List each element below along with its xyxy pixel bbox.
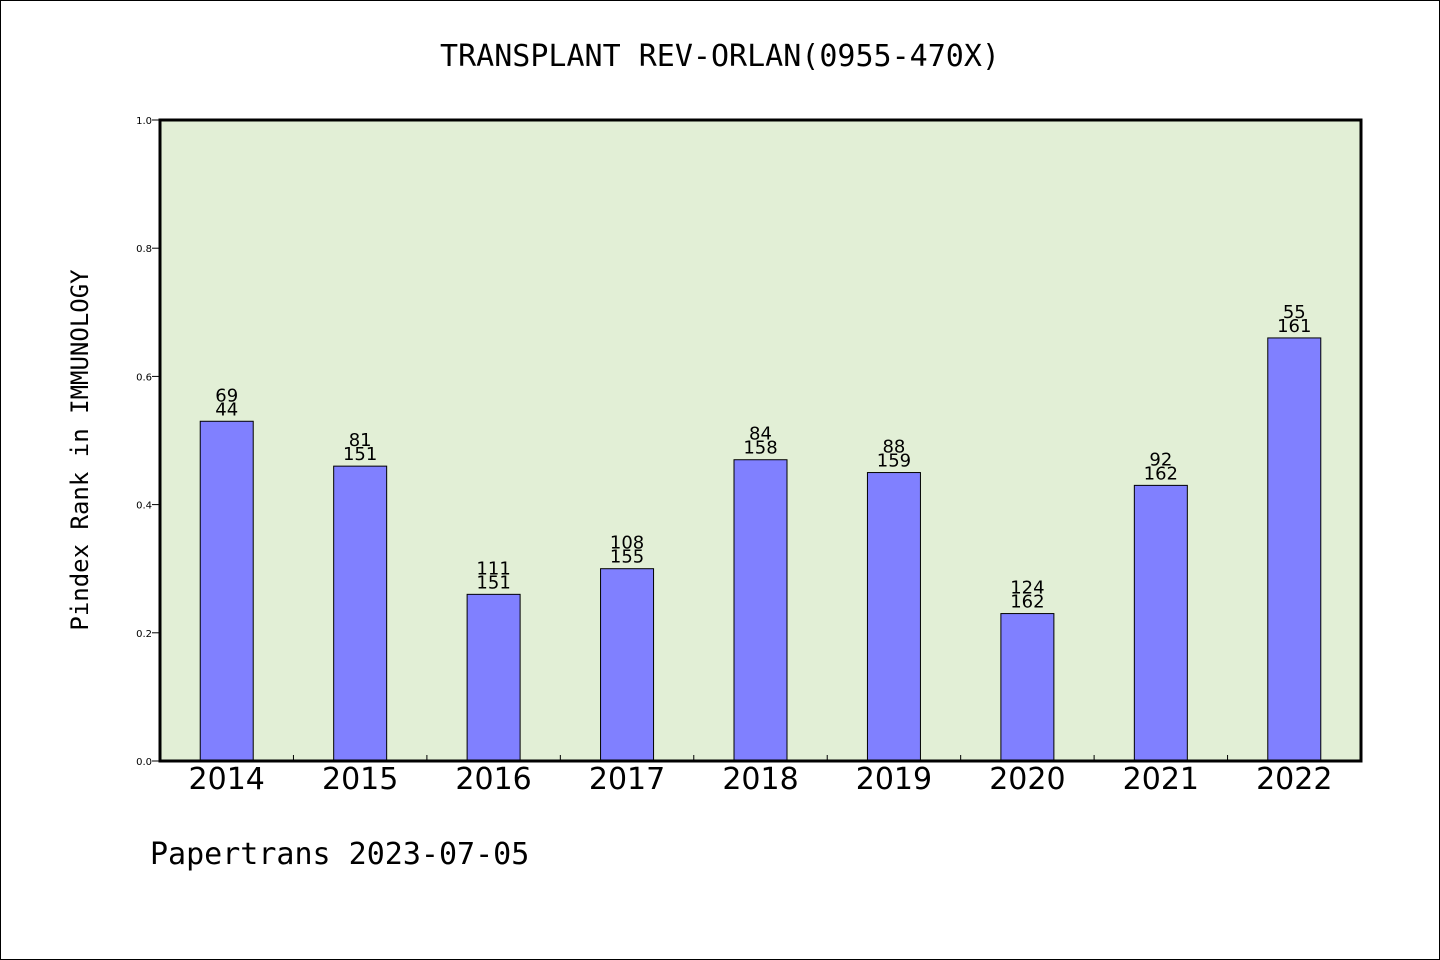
bar-label-top: 55 — [1283, 302, 1306, 323]
bar-label-top: 92 — [1149, 449, 1172, 470]
bar-label-top: 108 — [610, 533, 644, 554]
bar-label-bottom: 159 — [877, 451, 911, 472]
x-tick-label: 2020 — [989, 762, 1065, 797]
x-tick-label: 2018 — [722, 762, 798, 797]
bar-label-top: 124 — [1010, 578, 1044, 599]
bar-2016 — [466, 593, 521, 762]
x-tick-label: 2015 — [322, 762, 398, 797]
bar-label-bottom: 161 — [1277, 316, 1311, 337]
bar-label-bottom: 162 — [1010, 592, 1044, 613]
bar-label-top: 81 — [349, 430, 372, 451]
y-tick-label: 0.6 — [136, 372, 152, 383]
y-tick-label: 0.8 — [136, 244, 152, 255]
bar-2015 — [333, 465, 388, 762]
plot-border — [158, 118, 1363, 763]
x-tick-label: 2017 — [589, 762, 665, 797]
x-tick-label: 2016 — [455, 762, 531, 797]
bar-label-bottom: 155 — [610, 547, 644, 568]
y-tick-label: 0.0 — [136, 757, 152, 768]
bar-label-bottom: 44 — [215, 399, 238, 420]
bar-label-top: 84 — [749, 424, 772, 445]
bar-2018 — [733, 459, 788, 762]
bar-2020 — [1000, 613, 1055, 762]
bar-2021 — [1133, 484, 1188, 762]
bar-label-bottom: 151 — [476, 572, 510, 593]
x-tick-label: 2014 — [189, 762, 265, 797]
bar-label-top: 69 — [215, 385, 238, 406]
bar-series — [199, 337, 1322, 762]
bar-label-top: 111 — [476, 558, 510, 579]
bar-label-bottom: 158 — [743, 438, 777, 459]
bar-2019 — [866, 472, 921, 762]
x-tick-label: 2019 — [856, 762, 932, 797]
bar-label-top: 88 — [882, 437, 905, 458]
x-tick-label: 2021 — [1123, 762, 1199, 797]
y-tick-label: 0.4 — [136, 501, 152, 512]
bar-2014 — [199, 420, 254, 762]
y-tick-label: 0.2 — [136, 629, 152, 640]
y-axis-ticks: 0.0 0.2 0.4 0.6 0.8 1.0 — [136, 116, 160, 768]
bar-2017 — [600, 568, 655, 762]
bar-label-bottom: 162 — [1144, 463, 1178, 484]
bar-2022 — [1267, 337, 1322, 762]
y-tick-label: 1.0 — [136, 116, 152, 127]
x-tick-label: 2022 — [1256, 762, 1332, 797]
y-axis-label: Pindex Rank in IMMUNOLOGY — [66, 269, 94, 631]
chart-title: TRANSPLANT REV-ORLAN(0955-470X) — [440, 39, 1000, 74]
x-axis-ticks: 2014 2015 2016 2017 2018 2019 2020 2021 2022 — [189, 755, 1332, 797]
footer-text: Papertrans 2023-07-05 — [150, 837, 529, 872]
bar-label-bottom: 151 — [343, 444, 377, 465]
